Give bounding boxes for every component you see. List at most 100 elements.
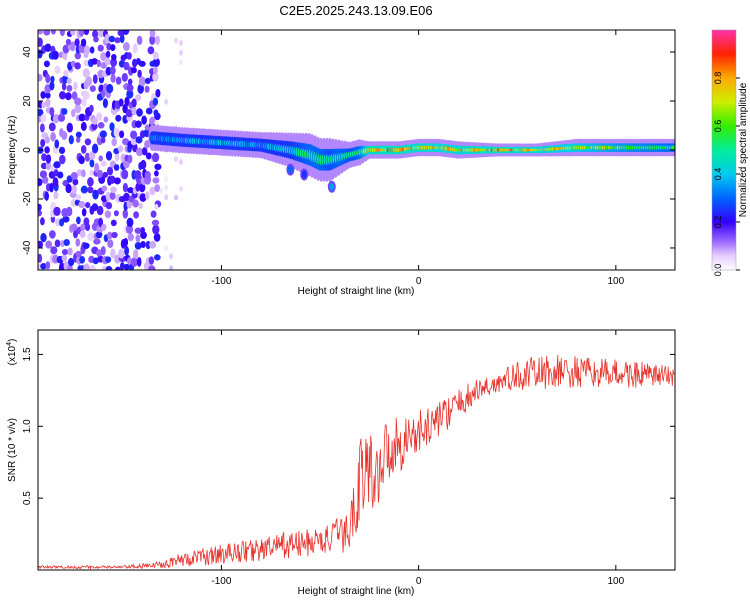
heatmap-cell	[71, 108, 76, 118]
heatmap-cell	[40, 263, 47, 270]
heatmap-cell	[126, 257, 132, 265]
heatmap-cell	[82, 242, 90, 249]
heatmap-cell	[108, 175, 116, 184]
heatmap-cell	[58, 91, 67, 100]
heatmap-cell	[87, 177, 94, 187]
heatmap-cell	[92, 30, 99, 38]
heatmap-cell	[110, 186, 117, 194]
heatmap-cell	[164, 176, 169, 182]
heatmap-cell	[65, 183, 72, 194]
heatmap-cell	[72, 178, 79, 186]
heatmap-cell	[123, 192, 130, 202]
snr-multiplier-suffix: )	[7, 339, 18, 342]
heatmap-cell	[59, 30, 65, 37]
heatmap-cell	[106, 231, 113, 240]
heatmap-cell	[102, 265, 107, 270]
heatmap-cell	[92, 189, 99, 200]
heatmap-cell	[101, 195, 108, 203]
spectrogram-cells	[38, 30, 675, 270]
heatmap-cell	[75, 136, 81, 143]
heatmap-cell	[133, 211, 139, 219]
heatmap-cell	[70, 223, 78, 231]
heatmap-cell	[74, 62, 81, 70]
heatmap-cell	[159, 187, 164, 194]
heatmap-cell	[38, 37, 43, 47]
heatmap-cell	[111, 138, 117, 147]
heatmap-cell	[111, 231, 118, 239]
heatmap-cell	[99, 130, 107, 139]
heatmap-cell	[58, 146, 66, 155]
heatmap-cell	[49, 81, 55, 91]
heatmap-cell	[105, 66, 112, 76]
heatmap-cell	[92, 117, 98, 125]
heatmap-cell	[164, 98, 169, 105]
heatmap-cell	[119, 130, 125, 139]
colorbar-tick-label: 0.0	[713, 264, 723, 277]
heatmap-cell	[154, 184, 161, 192]
heatmap-cell	[104, 57, 111, 66]
heatmap-cell	[122, 209, 129, 219]
heatmap-cell	[52, 113, 60, 124]
heatmap-cell	[151, 152, 160, 163]
heatmap-cell	[133, 249, 139, 259]
heatmap-cell	[148, 256, 155, 265]
heatmap-cell	[74, 38, 80, 47]
heatmap-cell	[179, 59, 183, 66]
heatmap-cell	[80, 38, 87, 47]
heatmap-cell	[141, 115, 147, 125]
heatmap-cell	[75, 250, 82, 258]
heatmap-cell	[110, 73, 116, 83]
heatmap-cell	[122, 182, 128, 193]
heatmap-cell	[44, 43, 52, 52]
heatmap-cell	[114, 266, 122, 270]
heatmap-cell	[153, 65, 158, 75]
heatmap-cell	[102, 171, 109, 178]
heatmap-cell	[78, 200, 86, 209]
heatmap-cell	[89, 159, 95, 168]
heatmap-cell	[144, 171, 151, 179]
heatmap-cell	[89, 169, 94, 176]
heatmap-cell	[83, 217, 90, 226]
heatmap-cell	[60, 239, 65, 248]
heatmap-cell	[45, 92, 51, 99]
snr-y-ticks: 0.5 1.0 1.5	[22, 347, 675, 505]
figure-title: C2E5.2025.243.13.09.E06	[279, 3, 432, 18]
heatmap-cell	[98, 217, 104, 228]
heatmap-cell	[121, 72, 128, 82]
y-tick-label: 1.5	[22, 347, 33, 361]
heatmap-cell	[90, 58, 99, 65]
heatmap-cell	[153, 51, 159, 60]
heatmap-cell	[91, 143, 99, 154]
heatmap-cell	[149, 35, 156, 46]
heatmap-cell	[153, 109, 159, 117]
heatmap-cell	[83, 30, 90, 36]
heatmap-cell	[50, 30, 56, 35]
heatmap-cell	[84, 138, 92, 146]
heatmap-cell	[40, 138, 46, 148]
snr-frame	[37, 329, 676, 571]
heatmap-cell	[105, 150, 113, 161]
heatmap-cell	[154, 119, 159, 126]
heatmap-cell	[38, 209, 43, 217]
heatmap-cell	[113, 210, 119, 217]
colorbar: 0.0 0.2 0.4 0.6 0.8 Normalized spectral ampl…	[711, 29, 749, 277]
heatmap-cell	[108, 35, 116, 43]
heatmap-cell	[81, 208, 87, 217]
spectrogram-x-label: Height of straight line (km)	[298, 286, 415, 297]
heatmap-cell	[113, 127, 120, 138]
heatmap-cell	[61, 248, 69, 256]
heatmap-cell	[45, 161, 52, 170]
heatmap-cell	[124, 245, 130, 256]
heatmap-cell	[43, 30, 51, 36]
heatmap-cell	[135, 147, 144, 157]
heatmap-cell	[164, 245, 169, 252]
heatmap-cell	[154, 170, 159, 177]
x-tick-label: 0	[416, 276, 422, 287]
heatmap-cell	[130, 257, 139, 267]
heatmap-cell	[155, 88, 161, 98]
heatmap-cell	[88, 151, 96, 160]
heatmap-cell	[52, 177, 59, 188]
heatmap-cell	[84, 152, 91, 162]
heatmap-cell	[114, 37, 121, 44]
